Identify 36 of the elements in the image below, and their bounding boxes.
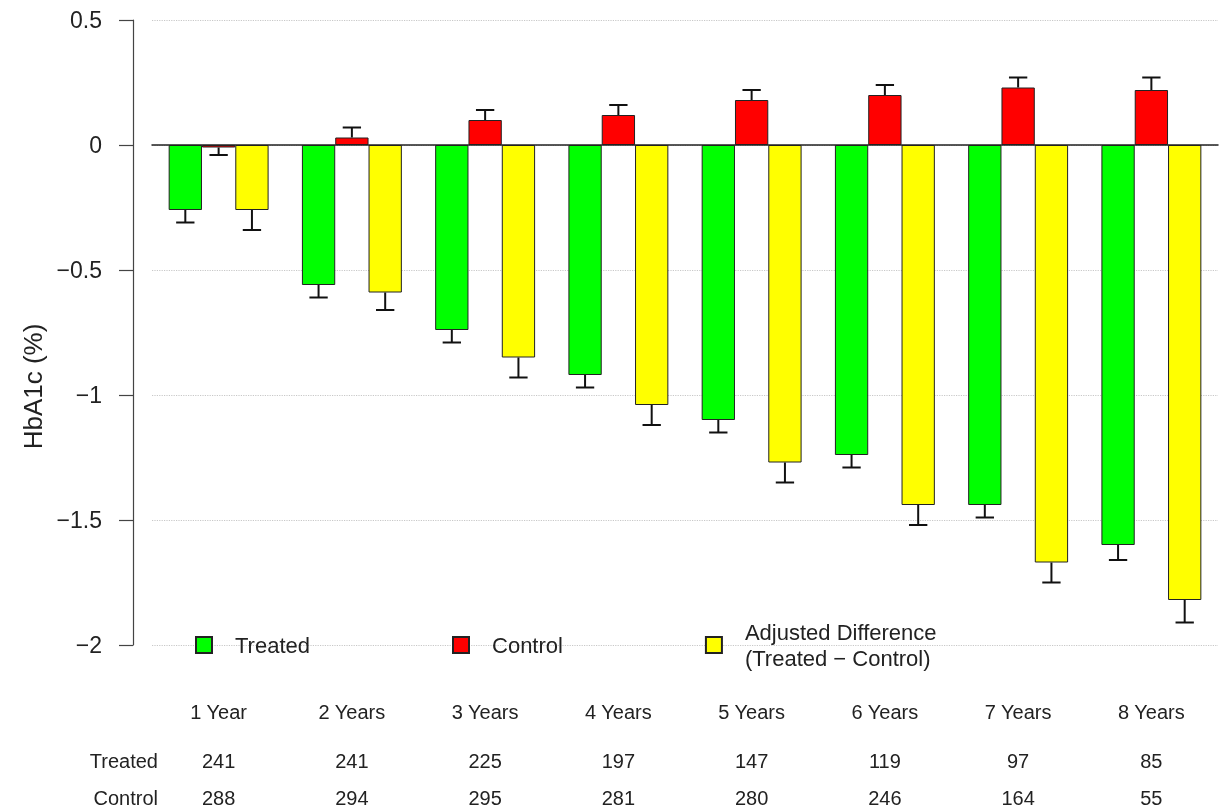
text: 97 [1007,750,1030,772]
text: 294 [335,787,369,809]
y-tick-label: −1 [75,382,102,408]
text: 280 [734,787,769,809]
x-tick-label: 7 Years [984,701,1052,723]
x-tick-label: 6 Years [851,701,919,723]
text: 281 [601,787,636,809]
x-tick-label: 8 Years [1118,701,1185,723]
text: 295 [468,787,502,809]
text: Treated [89,750,158,772]
text: 85 [1140,750,1163,772]
y-tick-label: 0.5 [70,7,102,33]
legend-label: Treated [235,632,311,658]
text: 246 [868,787,902,809]
x-tick-label: 3 Years [451,701,519,723]
text: 241 [335,750,369,772]
x-tick-label: 5 Years [718,701,785,723]
text: 225 [468,750,502,772]
y-axis-title: HbA1c (%) [17,323,48,450]
y-tick-label: 0 [89,132,102,158]
text: 288 [201,787,236,809]
y-tick-label: −1.5 [56,507,102,533]
text: Control [93,787,158,809]
x-tick-label: 1 Year [190,701,248,723]
text: 119 [868,750,901,772]
x-tick-label: 2 Years [318,701,386,723]
text: 241 [201,750,236,772]
y-tick-label: −2 [75,632,102,658]
x-tick-label: 4 Years [585,701,652,723]
legend-label: Control [492,632,563,658]
legend-label: Adjusted Difference (Treated − Control) [744,619,937,671]
text: 147 [734,750,769,772]
text: 55 [1140,787,1163,809]
text: 197 [601,750,636,772]
text: 164 [1001,787,1035,809]
y-tick-label: −0.5 [56,257,102,283]
